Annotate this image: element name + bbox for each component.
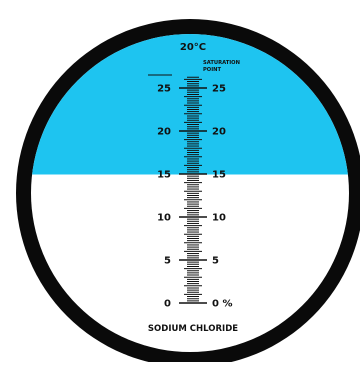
- scale-label-right: 10: [212, 213, 226, 224]
- measurement-scale: 25 25 20 20 15 15 10 10 5 5 0 0 %: [157, 76, 232, 310]
- sodium-chloride-title: SODIUM CHLORIDE: [148, 324, 238, 334]
- saturation-label-line1: SATURATION: [203, 60, 240, 66]
- scale-label-left: 0: [164, 299, 171, 310]
- scale-label-right: 25: [212, 84, 226, 95]
- temperature-label: 20°C: [180, 42, 206, 53]
- scale-label-right: 5: [212, 256, 219, 267]
- scale-label-left: 15: [157, 170, 171, 181]
- scale-label-right: 0 %: [212, 299, 232, 310]
- scale-label-left: 5: [164, 256, 171, 267]
- scale-label-left: 25: [157, 84, 171, 95]
- scale-label-right: 20: [212, 127, 226, 138]
- scale-label-left: 10: [157, 213, 171, 224]
- saturation-label-line2: POINT: [203, 67, 221, 73]
- scale-label-right: 15: [212, 170, 226, 181]
- scale-label-left: 20: [157, 127, 171, 138]
